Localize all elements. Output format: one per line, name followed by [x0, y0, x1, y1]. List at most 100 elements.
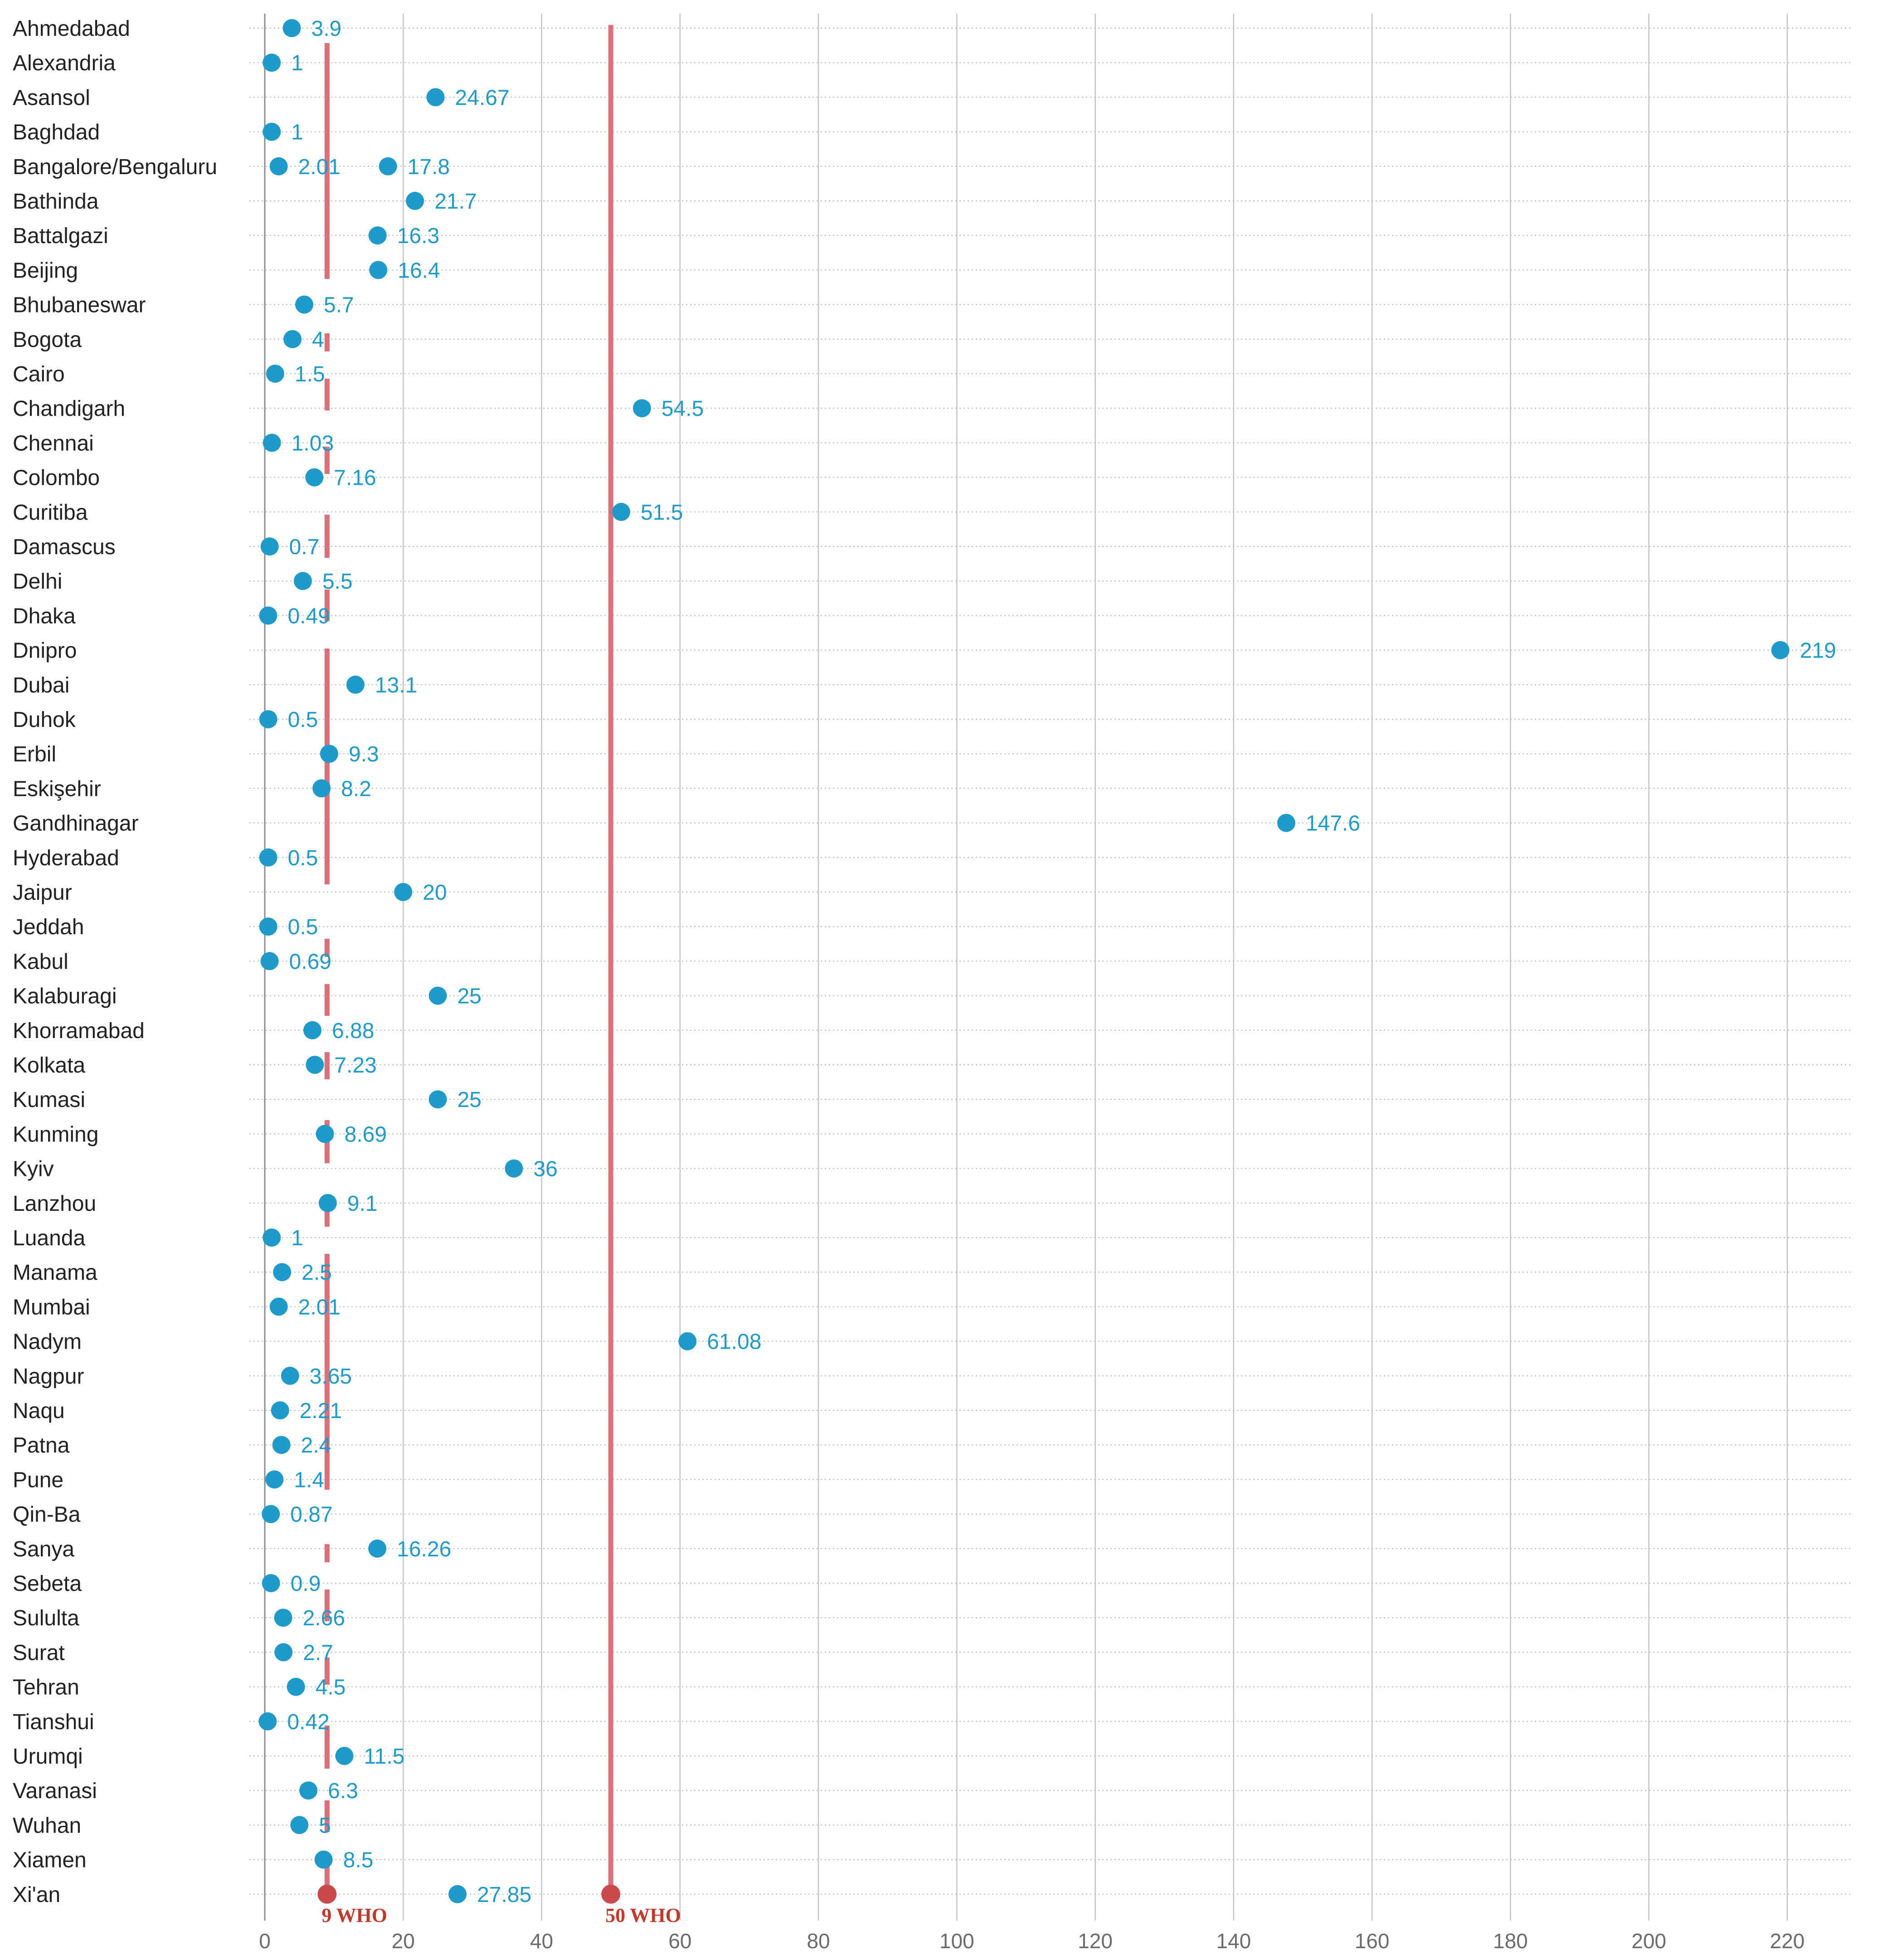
category-label: Xi'an: [13, 1883, 60, 1907]
data-value-label: 8.2: [341, 777, 371, 801]
data-value-label: 27.85: [477, 1883, 531, 1907]
data-point: [269, 1297, 288, 1316]
data-value-label: 5.5: [322, 570, 353, 594]
category-label: Kunming: [13, 1122, 98, 1146]
who-guideline-marker: [601, 1884, 621, 1904]
category-label: Tehran: [13, 1676, 79, 1700]
category-label: Mumbai: [13, 1295, 90, 1319]
data-value-label: 2.01: [298, 1295, 341, 1319]
data-value-label: 9.1: [347, 1192, 378, 1216]
category-label: Baghdad: [13, 121, 100, 145]
data-value-label: 2.66: [303, 1606, 345, 1630]
category-label: Surat: [13, 1641, 65, 1665]
x-tick-label: 60: [668, 1929, 691, 1953]
data-point: [346, 675, 365, 694]
data-value-label: 2.7: [303, 1641, 333, 1665]
x-tick-label: 200: [1631, 1929, 1666, 1953]
category-label: Hyderabad: [13, 846, 119, 870]
category-label: Qin-Ba: [13, 1503, 81, 1527]
data-point: [394, 883, 413, 901]
data-point: [269, 157, 288, 176]
data-value-label: 13.1: [375, 673, 417, 697]
data-value-label: 3.65: [310, 1365, 352, 1389]
data-point: [271, 1401, 289, 1419]
data-point: [406, 192, 424, 210]
data-value-label: 8.5: [343, 1848, 374, 1872]
data-value-label: 1: [291, 1226, 303, 1250]
category-label: Sululta: [13, 1606, 79, 1630]
data-point: [303, 1021, 322, 1039]
data-point: [259, 710, 277, 728]
data-value-label: 2.5: [302, 1261, 332, 1285]
category-label: Bangalore/Bengaluru: [13, 155, 217, 179]
data-value-label: 21.7: [434, 190, 477, 214]
x-tick-label: 100: [939, 1929, 974, 1953]
category-label: Chennai: [13, 431, 94, 455]
data-point: [290, 1816, 309, 1834]
data-value-label: 6.88: [332, 1019, 374, 1043]
data-point: [368, 1539, 387, 1558]
data-value-label: 0.69: [289, 950, 331, 974]
category-label: Bathinda: [13, 190, 99, 214]
data-point: [632, 399, 651, 418]
category-label: Erbil: [13, 742, 56, 766]
data-point: [316, 1125, 334, 1143]
data-point: [314, 1850, 333, 1869]
data-point: [448, 1885, 467, 1903]
data-value-label: 16.26: [397, 1537, 451, 1561]
data-value-label: 4.5: [316, 1676, 346, 1700]
data-point: [320, 745, 338, 763]
data-point: [262, 1505, 280, 1523]
data-point: [260, 537, 279, 556]
data-value-label: 16.3: [397, 224, 439, 248]
category-label: Delhi: [13, 570, 62, 594]
category-label: Ahmedabad: [13, 17, 130, 41]
data-value-label: 147.6: [1306, 812, 1360, 836]
data-point: [379, 157, 397, 176]
data-value-label: 20: [423, 881, 447, 905]
x-tick-label: 140: [1216, 1929, 1251, 1953]
data-value-label: 1.5: [295, 362, 325, 386]
x-tick-label: 80: [807, 1929, 830, 1953]
data-point: [274, 1609, 292, 1627]
category-label: Luanda: [13, 1226, 85, 1250]
data-value-label: 17.8: [408, 155, 450, 179]
data-value-label: 4: [312, 328, 324, 352]
data-point: [306, 1056, 324, 1074]
category-label: Beijing: [13, 258, 78, 283]
data-value-label: 0.5: [288, 708, 318, 732]
data-point: [259, 917, 277, 936]
x-axis-ticks-layer: 0 20 40 60 80 100 120 140 160 180 200 220: [259, 1929, 1805, 1953]
x-tick-label: 180: [1493, 1929, 1528, 1953]
category-label: Dubai: [13, 673, 69, 697]
data-value-label: 8.69: [345, 1122, 387, 1146]
who-guideline-marker: [317, 1884, 337, 1904]
data-value-label: 36: [533, 1157, 557, 1181]
category-label: Kolkata: [13, 1053, 85, 1078]
data-point: [505, 1159, 523, 1178]
data-value-label: 24.67: [455, 86, 510, 110]
category-label: Sebeta: [13, 1572, 82, 1596]
data-value-label: 16.4: [398, 258, 440, 283]
category-label: Kabul: [13, 950, 68, 974]
data-value-label: 219: [1800, 639, 1836, 663]
category-label: Alexandria: [13, 51, 116, 75]
data-value-label: 0.5: [288, 915, 318, 939]
data-point: [263, 1229, 281, 1247]
data-value-label: 9.3: [349, 742, 379, 766]
category-label: Lanzhou: [13, 1192, 96, 1216]
data-value-label: 2.4: [301, 1433, 331, 1458]
data-point: [299, 1781, 318, 1800]
data-value-label: 7.16: [334, 466, 376, 490]
reference-lines-layer: 9 WHO 50 WHO: [317, 25, 681, 1926]
category-label: Varanasi: [13, 1779, 97, 1803]
category-label: Sanya: [13, 1537, 74, 1561]
category-label: Tianshui: [13, 1710, 94, 1734]
category-label: Gandhinagar: [13, 812, 139, 836]
category-labels-layer: Ahmedabad Alexandria Asansol Baghdad Bangalo…: [13, 17, 217, 1907]
data-value-label: 2.01: [298, 155, 341, 179]
category-label: Kumasi: [13, 1088, 85, 1112]
data-point: [265, 1470, 284, 1489]
